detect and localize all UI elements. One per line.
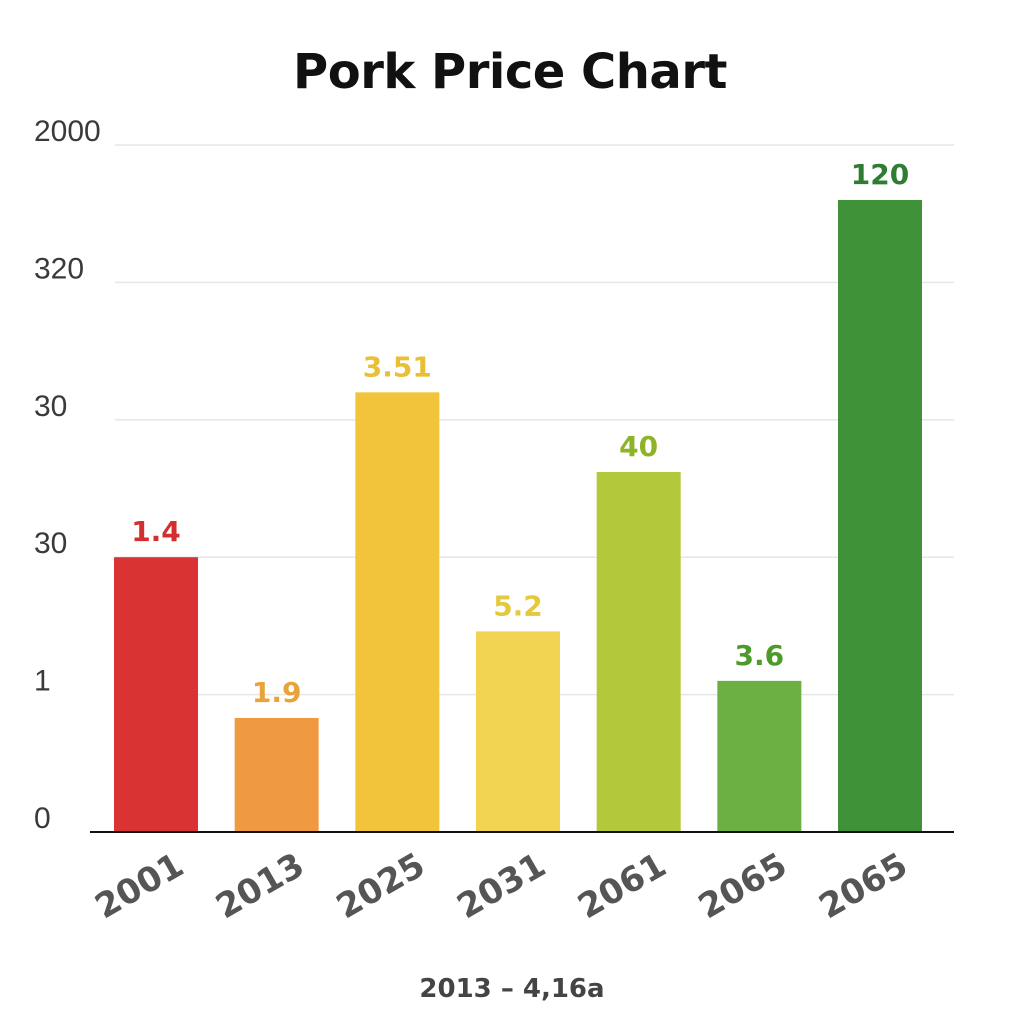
y-axis-tick-labels: 0 1 30 30 320 2000: [34, 115, 101, 835]
y-tick-label: 2000: [34, 115, 101, 148]
chart-footnote: 2013 – 4,16a: [419, 974, 605, 1004]
bar: [717, 680, 802, 832]
y-tick-label: 1: [34, 665, 51, 698]
bar: [114, 557, 198, 832]
y-tick-label: 30: [34, 390, 67, 423]
bar: [355, 392, 440, 832]
data-labels: 1.4 1.9 3.51 5.2 40 3.6 120: [131, 158, 909, 709]
y-tick-label: 0: [34, 802, 51, 835]
x-tick-label: 2025: [330, 845, 432, 927]
bar: [838, 199, 922, 832]
y-tick-label: 320: [34, 252, 84, 285]
data-label: 1.4: [131, 515, 181, 548]
data-label: 3.6: [735, 639, 785, 672]
x-tick-label: 2031: [451, 845, 553, 927]
data-label: 40: [619, 430, 658, 463]
chart-title: Pork Price Chart: [293, 44, 727, 100]
x-axis-tick-labels: 2001 2013 2025 2031 2061 2065 2065: [89, 845, 915, 927]
bar: [596, 472, 681, 832]
y-tick-label: 30: [34, 527, 67, 560]
bars: [114, 199, 922, 832]
data-label: 5.2: [493, 589, 543, 622]
data-label: 3.51: [363, 350, 432, 383]
x-tick-label: 2013: [209, 845, 311, 927]
data-label: 120: [851, 158, 909, 191]
bar: [234, 717, 319, 832]
x-tick-label: 2065: [813, 845, 915, 927]
data-label: 1.9: [252, 676, 302, 709]
x-tick-label: 2061: [571, 845, 673, 927]
x-tick-label: 2065: [692, 845, 794, 927]
bar: [476, 631, 560, 832]
gridlines: [115, 144, 954, 696]
x-tick-label: 2001: [89, 845, 191, 927]
